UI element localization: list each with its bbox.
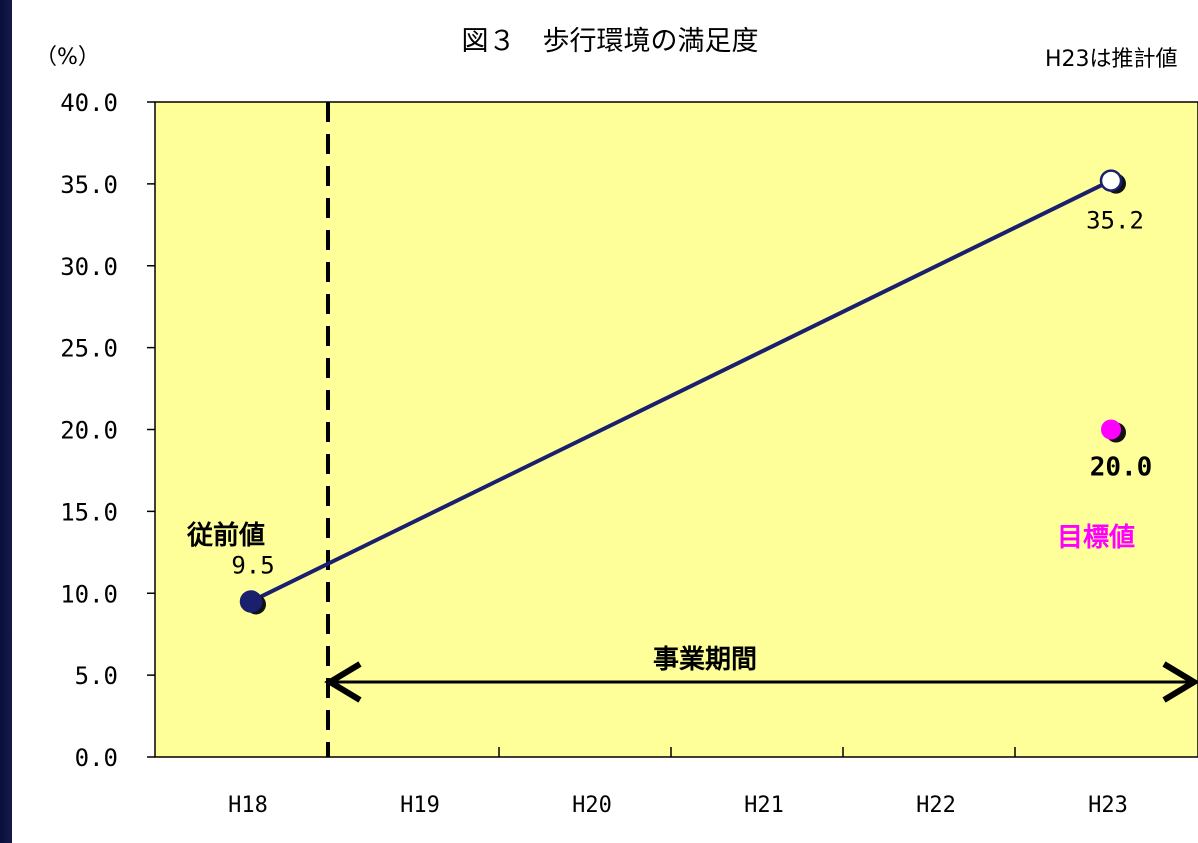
target-label: 20.0 [1090,453,1153,483]
x-tick-label: H19 [400,793,440,818]
data-point [1099,169,1123,192]
project-period-label: 事業期間 [653,645,757,675]
y-tick-label: 35.0 [60,171,118,199]
data-label: 35.2 [1086,207,1144,235]
y-tick-label: 25.0 [60,335,118,363]
y-tick-label: 10.0 [60,580,118,608]
chart-title: 図３ 歩行環境の満足度 [462,26,759,57]
y-axis-label: （%） [35,45,100,70]
target-annotation: 目標値 [1057,523,1135,553]
x-tick-label: H22 [916,793,956,818]
baseline-annotation: 従前値 [186,520,265,551]
y-tick-label: 20.0 [60,417,118,445]
y-tick-label: 40.0 [60,89,118,117]
y-tick-label: 15.0 [60,498,118,526]
target-point [1101,419,1121,440]
x-tick-label: H23 [1088,793,1128,818]
y-tick-label: 0.0 [75,744,118,772]
y-tick-label: 30.0 [60,253,118,281]
data-point [239,590,263,613]
x-tick-label: H21 [744,793,784,818]
estimate-note: H23は推計値 [1045,47,1178,72]
data-label: 9.5 [231,551,274,579]
y-tick-label: 5.0 [75,662,118,690]
x-tick-label: H20 [572,793,612,818]
series-line [250,178,1112,604]
x-tick-label: H18 [228,793,268,818]
